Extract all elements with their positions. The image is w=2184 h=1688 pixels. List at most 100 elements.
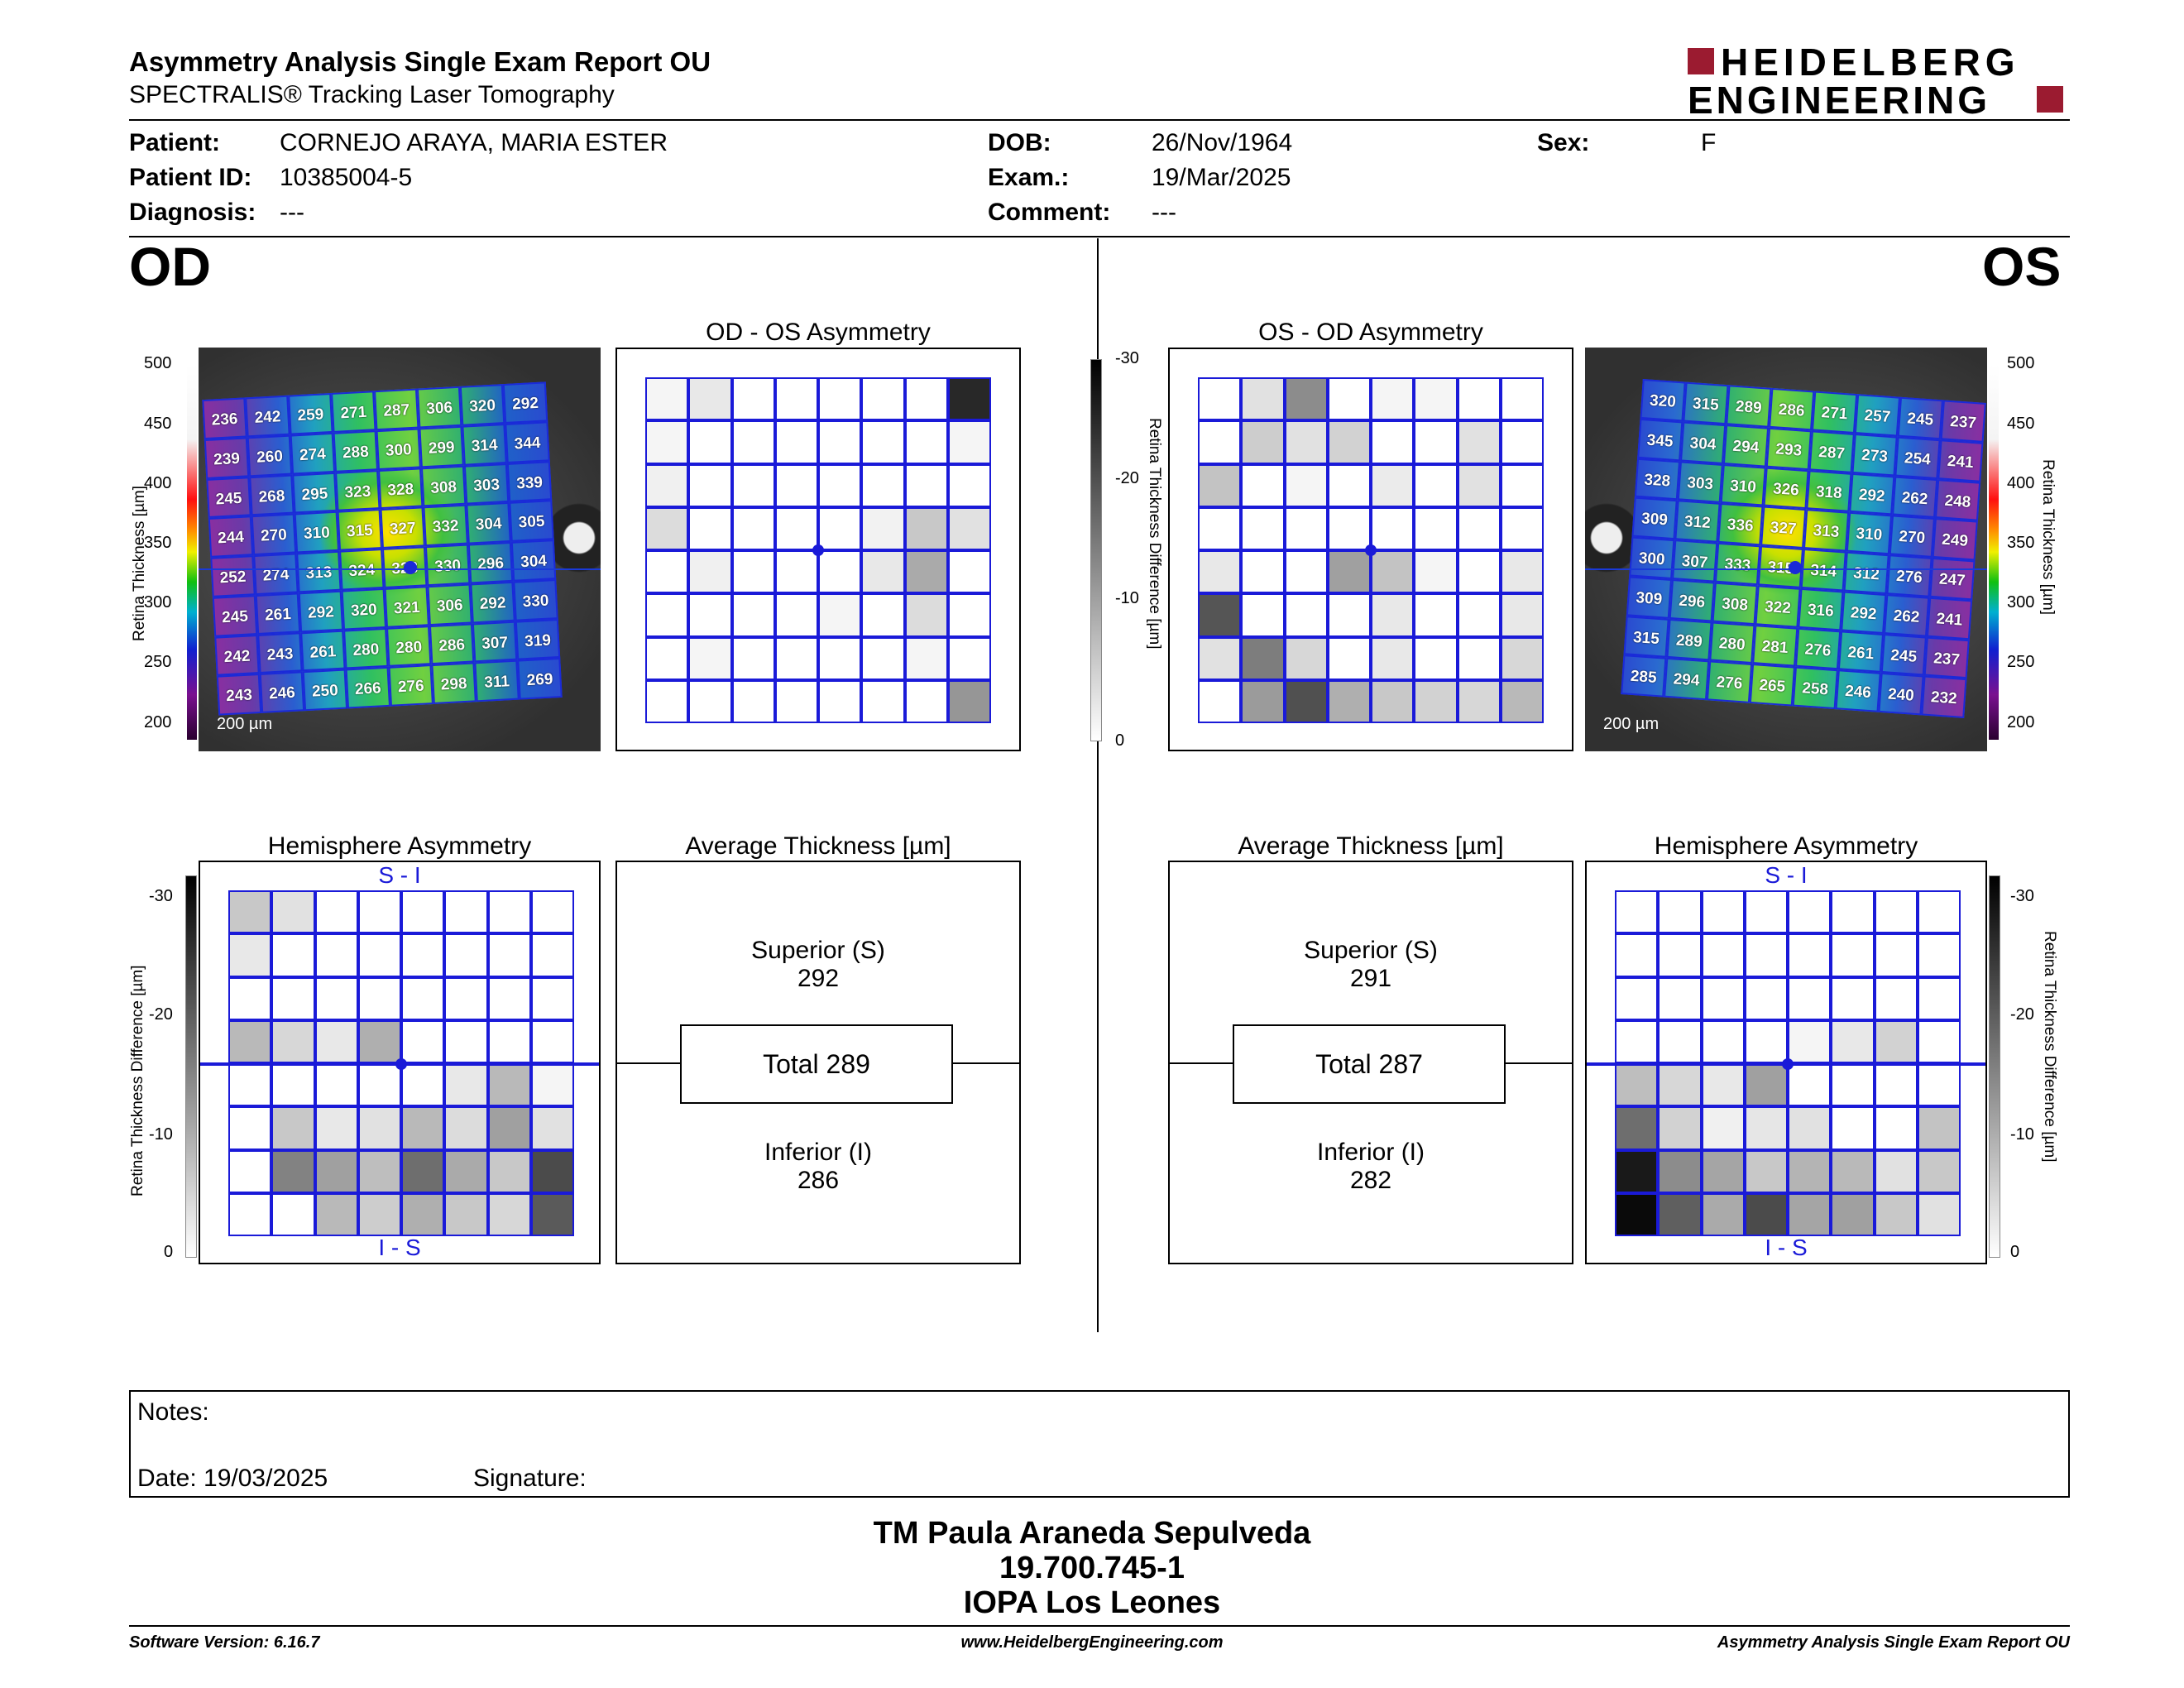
os-map-cell: 245 [1880,633,1927,676]
od-thickness-map: 236 242 259 271 287 306 320 292 239 260 274 288 300 2… [202,381,563,716]
od-map-cell: 304 [510,539,557,582]
os-asym-cell [1327,679,1371,723]
od-map-cell: 243 [216,674,262,716]
diagnosis-label: Diagnosis: [129,199,256,226]
os-map-cell: 280 [1709,621,1755,664]
od-hemi-cell [530,976,574,1020]
od-hemi-cell [401,1019,445,1063]
od-asym-cell [688,420,732,464]
os-hemi-cell [1874,1106,1918,1150]
os-asym-cell [1457,550,1501,594]
od-map-cell: 305 [509,500,554,542]
os-thickness-axis-label: Retina Thickness [µm] [2039,459,2057,615]
os-map-cell: 312 [1843,551,1889,594]
footer-software: Software Version: 6.16.7 [129,1633,320,1652]
os-asym-cell [1457,679,1501,723]
os-hemi-cell [1788,1149,1832,1193]
patient-id-value: 10385004-5 [280,164,413,191]
od-asym-cell [731,593,775,637]
od-map-cell: 313 [296,550,342,593]
od-asym-cell [731,420,775,464]
os-asym-cell [1198,420,1242,464]
os-hemi-cell [1744,976,1788,1020]
od-map-cell: 320 [341,587,386,631]
os-asym-cell [1414,506,1458,550]
od-map-cell: 287 [374,388,419,430]
od-hemi-cell [401,1063,445,1107]
od-hemi-tick-10: -10 [149,1125,173,1144]
os-asym-cell [1198,636,1242,680]
od-hemi-cell [271,1149,315,1193]
od-hemi-cell [228,933,272,977]
os-asym-cell [1241,506,1285,550]
os-hemi-cell [1658,1019,1702,1063]
os-hemi-cell [1917,1192,1961,1236]
os-asym-title: OS - OD Asymmetry [1258,319,1483,346]
os-hemi-cell [1874,1063,1918,1107]
od-map-cell: 286 [429,622,475,665]
od-asym-cell [731,550,775,594]
os-tick-400: 400 [2007,474,2035,492]
od-hemi-cell [314,1019,358,1063]
od-asym-cell [947,463,991,507]
os-hemi-cell [1701,1063,1745,1107]
os-hemi-cell [1615,1192,1659,1236]
od-map-cell: 298 [431,662,477,705]
os-hemi-cell [1831,1192,1875,1236]
os-hemi-cell [1744,933,1788,977]
os-hemi-title: Hemisphere Asymmetry [1654,832,1918,860]
os-asym-cell [1371,679,1415,723]
os-map-cell: 312 [1674,500,1721,543]
os-hemi-cell [1744,1106,1788,1150]
od-hemi-cell [487,890,531,934]
od-hemi-cell [487,976,531,1020]
os-thickness-scale: 500 450 400 350 300 250 200 [1989,354,2045,745]
os-asym-cell [1327,550,1371,594]
os-map-cell: 336 [1717,503,1764,546]
os-hemi-cell [1701,1019,1745,1063]
os-hemi-cell [1831,933,1875,977]
os-asym-cell [1198,463,1242,507]
os-map-cell: 322 [1755,585,1801,628]
od-map-cell: 271 [331,391,376,433]
od-asym-cell [645,593,689,637]
od-hemi-cell [530,1106,574,1150]
od-hemi-diff-scale: -30 -20 -10 0 [149,875,197,1261]
os-hemi-cell [1788,933,1832,977]
os-avg-title: Average Thickness [µm] [1238,832,1504,860]
od-hemi-cell [401,1149,445,1193]
os-hemi-top-label: S - I [1765,862,1808,888]
od-map-cell: 261 [300,630,346,672]
od-map-cell: 268 [249,474,295,516]
os-asym-cell [1500,679,1544,723]
os-map-cell: 246 [1835,669,1881,712]
od-asym-cell [904,636,948,680]
os-asym-cell [1457,593,1501,637]
os-hemi-cell [1788,1019,1832,1063]
od-asym-cell [818,463,862,507]
os-asym-cell [1414,420,1458,464]
footer-website[interactable]: www.HeidelbergEngineering.com [960,1633,1224,1652]
logo-line1: HEIDELBERG [1721,41,2020,84]
od-hemi-cell [530,1019,574,1063]
os-hemi-cell [1874,933,1918,977]
od-hemi-cell [314,1063,358,1107]
os-hemi-cell [1615,890,1659,934]
od-asym-cell [818,593,862,637]
od-map-cell: 303 [463,463,510,505]
od-asym-cell [774,420,818,464]
os-asym-cell [1457,506,1501,550]
od-superior-label: Superior (S) [751,937,885,964]
footer-rule [129,1625,2070,1627]
od-map-cell: 310 [294,511,340,554]
notes-box[interactable]: Notes: Date: 19/03/2025 Signature: [129,1390,2070,1498]
od-hemi-cell [444,1063,488,1107]
os-hemi-cell [1615,1106,1659,1150]
od-asym-cell [645,420,689,464]
od-eye-label: OD [129,236,211,297]
os-asym-cell [1414,550,1458,594]
os-hemi-cell [1874,890,1918,934]
os-map-cell: 308 [1712,582,1758,625]
os-asym-cell [1327,593,1371,637]
os-hemi-cell [1788,976,1832,1020]
